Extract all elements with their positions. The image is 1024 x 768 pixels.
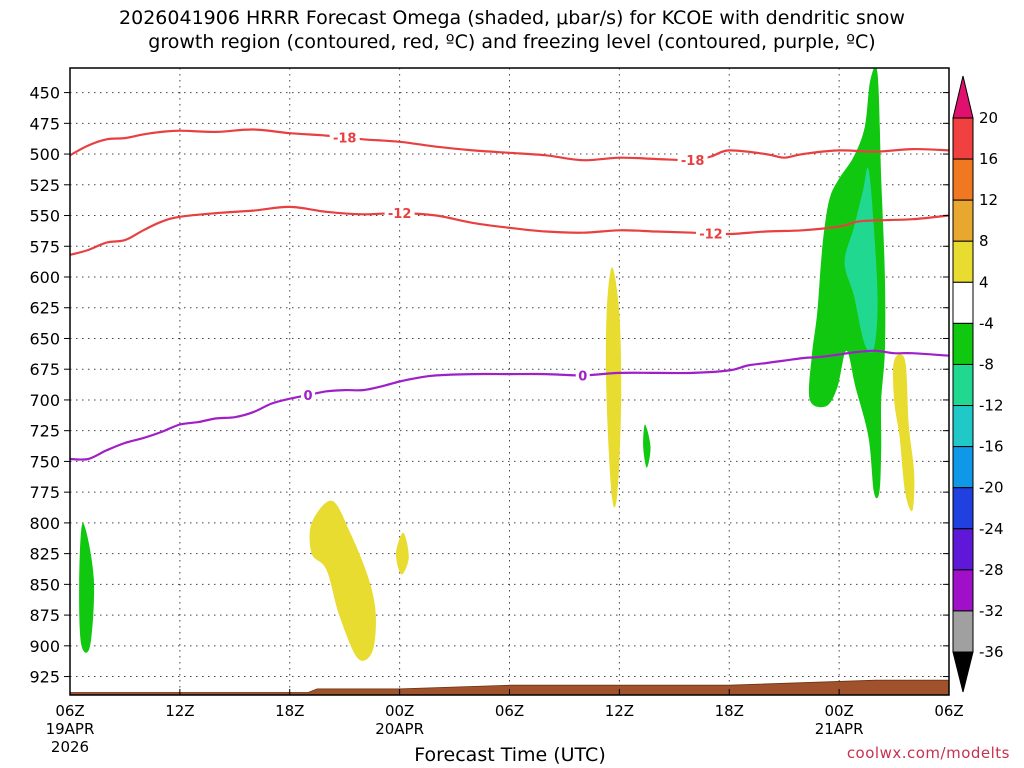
colorbar-label: -24	[979, 520, 1004, 538]
contour-line	[70, 349, 949, 461]
x-axis-label: Forecast Time (UTC)	[414, 744, 606, 766]
y-tick-label: 575	[29, 237, 60, 256]
contour-label-bg	[575, 367, 590, 384]
omega-region	[395, 532, 409, 575]
contour-label-bg	[695, 225, 726, 242]
y-tick-label: 650	[29, 329, 60, 348]
y-tick-label: 900	[29, 637, 60, 656]
y-tick-label: 475	[29, 114, 60, 133]
x-tick-label: 06Z	[934, 702, 963, 720]
contour-line	[70, 205, 949, 256]
x-tick-label: 12Z	[605, 702, 634, 720]
chart-title-line-1: 2026041906 HRRR Forecast Omega (shaded, …	[119, 7, 905, 29]
colorbar-swatch	[952, 322, 974, 365]
contour-label: -18	[681, 154, 705, 169]
colorbar-swatch	[952, 117, 974, 160]
chart-title-line-2: growth region (contoured, red, ºC) and f…	[148, 31, 876, 53]
colorbar-swatch	[952, 528, 974, 571]
x-tick-date: 20APR	[375, 720, 424, 738]
x-tick-date: 19APR	[46, 720, 95, 738]
contour-label-bg	[677, 152, 708, 169]
colorbar-swatch	[952, 405, 974, 448]
y-tick-label: 700	[29, 391, 60, 410]
credit-link[interactable]: coolwx.com/modelts	[846, 744, 1010, 762]
colorbar-label: -16	[979, 438, 1004, 456]
y-tick-label: 725	[29, 422, 60, 441]
contour-label-bg	[384, 205, 415, 222]
x-tick-date: 21APR	[815, 720, 864, 738]
contour-line	[70, 128, 949, 162]
y-tick-label: 850	[29, 575, 60, 594]
colorbar-label: 4	[979, 273, 989, 291]
omega-region	[643, 424, 651, 468]
y-tick-label: 450	[29, 84, 60, 103]
chart-title: 2026041906 HRRR Forecast Omega (shaded, …	[0, 6, 1024, 54]
colorbar-swatch	[952, 240, 974, 283]
colorbar-swatch	[952, 569, 974, 612]
colorbar-swatch	[952, 281, 974, 324]
y-tick-label: 775	[29, 483, 60, 502]
colorbar-label: -36	[979, 643, 1004, 661]
y-tick-label: 625	[29, 299, 60, 318]
contour-label-bg	[301, 387, 316, 404]
colorbar-label: 20	[979, 109, 998, 127]
y-tick-label: 550	[29, 207, 60, 226]
colorbar-swatch	[952, 610, 974, 653]
contour-label: -12	[699, 227, 723, 242]
x-tick-label: 06Z	[495, 702, 524, 720]
temperature-contours: -18 -18 -12 -12 0 0	[70, 128, 949, 461]
colorbar: 20 16 12 8 4 -4 -8 -12 -16 -20 -24 -28 -32 -36	[952, 75, 1004, 693]
colorbar-label: -20	[979, 479, 1004, 497]
omega-region	[844, 167, 878, 353]
x-tick-label: 18Z	[275, 702, 304, 720]
colorbar-bottom-arrow	[952, 651, 974, 693]
y-tick-label: 800	[29, 514, 60, 533]
omega-region	[605, 267, 622, 508]
y-tick-label: 500	[29, 145, 60, 164]
y-tick-label: 825	[29, 545, 60, 564]
contour-label: 0	[304, 389, 313, 404]
y-tick-label: 675	[29, 360, 60, 379]
omega-region	[892, 354, 915, 512]
colorbar-swatch	[952, 487, 974, 530]
y-tick-label: 750	[29, 452, 60, 471]
x-tick-label: 18Z	[715, 702, 744, 720]
colorbar-label: 8	[979, 232, 989, 250]
omega-shaded-regions	[79, 68, 915, 661]
y-tick-label: 925	[29, 668, 60, 687]
x-tick-year: 2026	[51, 738, 89, 756]
colorbar-top-arrow	[952, 75, 974, 119]
colorbar-label: 12	[979, 191, 998, 209]
x-tick-label: 00Z	[385, 702, 414, 720]
colorbar-label: -32	[979, 602, 1004, 620]
y-tick-label: 875	[29, 606, 60, 625]
colorbar-swatch	[952, 158, 974, 201]
colorbar-swatch	[952, 363, 974, 407]
colorbar-label: -4	[979, 314, 994, 332]
contour-label-bg	[329, 129, 360, 146]
colorbar-label: 16	[979, 150, 998, 168]
y-tick-label: 525	[29, 176, 60, 195]
colorbar-label: -8	[979, 355, 994, 373]
colorbar-label: -28	[979, 561, 1004, 579]
colorbar-label: -12	[979, 397, 1004, 415]
y-axis-ticks: 450 475 500 525 550 575 600 625 650 675 700 725 750 7…	[29, 84, 949, 687]
colorbar-swatch	[952, 199, 974, 242]
contour-label: -18	[333, 131, 357, 146]
contour-label: -12	[388, 207, 412, 222]
x-tick-label: 12Z	[165, 702, 194, 720]
contour-label: 0	[578, 369, 587, 384]
colorbar-swatch	[952, 446, 974, 489]
y-tick-label: 600	[29, 268, 60, 287]
x-tick-label: 06Z	[55, 702, 84, 720]
omega-region	[309, 500, 376, 661]
x-tick-label: 00Z	[824, 702, 853, 720]
omega-region	[79, 522, 95, 653]
